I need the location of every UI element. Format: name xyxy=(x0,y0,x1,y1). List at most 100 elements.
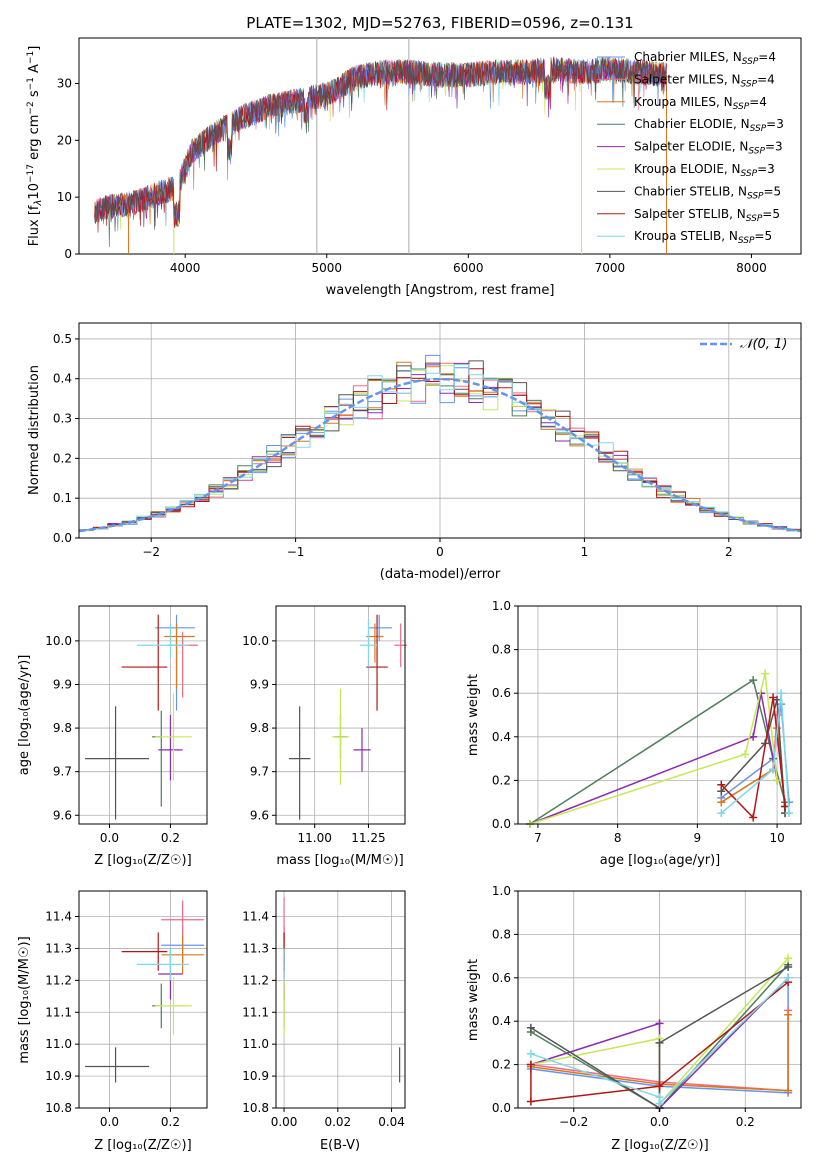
y-tick-label: 1.0 xyxy=(492,599,511,613)
mass-vs-ebv-panel: 0.00 0.02 0.04 10.8 10.9 11.0 11.1 11.2 11.3 11.4… xyxy=(242,890,406,1153)
weight-marker xyxy=(655,1082,664,1091)
spectrum-panel: 4000 5000 6000 7000 8000 0 10 20 30 Chabrier MIL… xyxy=(26,37,802,298)
residual-histogram-panel: −2 −1 0 1 2 0.0 0.1 0.2 0.3 0.4 0.5 𝒩(0, 1) (data-… xyxy=(27,322,802,582)
weight-line xyxy=(720,697,786,820)
y-tick-label: 10 xyxy=(57,190,72,204)
y-tick-label: 11.4 xyxy=(242,910,269,924)
y-tick-label: 0.2 xyxy=(492,1058,511,1072)
normal-reference-curve xyxy=(78,377,802,533)
y-tick-label: 20 xyxy=(57,133,72,147)
weight-vs-z-xlabel: Z [log₁₀(Z/Z☉)] xyxy=(611,1138,708,1153)
spectrum-lines xyxy=(94,56,668,254)
y-tick-label: 0.2 xyxy=(492,773,511,787)
legend-label: Chabrier ELODIE, NSSP=3 xyxy=(634,117,784,134)
y-tick-label: 10.9 xyxy=(242,1069,269,1083)
y-tick-label: 11.3 xyxy=(45,941,72,955)
x-tick-label: 0 xyxy=(436,545,444,559)
x-tick-label: 0.0 xyxy=(100,1115,119,1129)
weight-marker xyxy=(784,1086,793,1095)
legend-label: Kroupa MILES, NSSP=4 xyxy=(634,95,767,112)
age-vs-mass-panel: 11.00 11.25 9.6 9.7 9.8 9.9 10.0 mass [log₁₀(M… xyxy=(242,605,408,868)
spectrum-xlabel: wavelength [Angstrom, rest frame] xyxy=(326,283,555,298)
weight-marker xyxy=(526,1023,535,1032)
weight-vs-metallicity-panel: −0.2 0.0 0.2 0.0 0.2 0.4 0.6 0.8 1.0 Z [log₁₀(Z/… xyxy=(466,884,802,1153)
legend-label: Kroupa STELIB, NSSP=5 xyxy=(634,229,772,246)
x-tick-label: 6000 xyxy=(453,261,484,275)
weight-marker xyxy=(761,669,770,678)
y-tick-label: 9.9 xyxy=(53,677,72,691)
y-tick-label: 0.4 xyxy=(492,1014,511,1028)
weight-marker xyxy=(784,954,793,963)
y-tick-label: 9.8 xyxy=(53,721,72,735)
x-tick-label: 0.2 xyxy=(736,1115,755,1129)
x-tick-label: 9 xyxy=(694,831,702,845)
normal-legend-label: 𝒩(0, 1) xyxy=(740,337,787,352)
weight-vs-age-xlabel: age [log₁₀(age/yr)] xyxy=(600,853,721,868)
legend-label: Salpeter STELIB, NSSP=5 xyxy=(634,207,780,224)
weight-line xyxy=(720,693,790,814)
y-tick-label: 0.1 xyxy=(53,491,72,505)
weight-line xyxy=(529,693,778,825)
y-tick-label: 0.8 xyxy=(492,643,511,657)
y-tick-label: 10.9 xyxy=(45,1069,72,1083)
weight-marker xyxy=(749,676,758,685)
x-tick-label: 11.00 xyxy=(298,831,332,845)
weight-marker xyxy=(717,780,726,789)
spectrum-legend: Chabrier MILES, NSSP=4 Salpeter MILES, NS… xyxy=(597,50,784,246)
x-tick-label: 7000 xyxy=(595,261,626,275)
x-tick-label: 0.02 xyxy=(324,1115,351,1129)
x-tick-label: 0.0 xyxy=(650,1115,669,1129)
x-tick-label: 4000 xyxy=(170,261,201,275)
weight-marker xyxy=(784,1010,793,1019)
age-vs-z-ylabel: age [log₁₀(age/yr)] xyxy=(17,655,32,776)
x-tick-label: 2 xyxy=(725,545,733,559)
weight-marker xyxy=(749,813,758,822)
x-tick-label: 11.25 xyxy=(351,831,385,845)
weight-marker xyxy=(717,809,726,818)
y-tick-label: 0.4 xyxy=(492,730,511,744)
x-tick-label: 10 xyxy=(769,831,784,845)
spectrum-ylabel: Flux [fλ10−17 erg cm−2 s−1 A−1] xyxy=(26,46,44,247)
spectrum-line xyxy=(94,57,667,232)
x-tick-label: 5000 xyxy=(311,261,342,275)
mass-vs-z-xlabel: Z [log₁₀(Z/Z☉)] xyxy=(94,1138,191,1153)
mass-vs-ebv-xlabel: E(B-V) xyxy=(320,1138,360,1153)
y-tick-label: 0.3 xyxy=(53,412,72,426)
y-tick-label: 0 xyxy=(64,247,72,261)
histogram-axis-ticks: −2 −1 0 1 2 0.0 0.1 0.2 0.3 0.4 0.5 xyxy=(53,332,733,559)
weight-marker xyxy=(655,1019,664,1028)
weight-marker xyxy=(769,693,778,702)
y-tick-label: 0.5 xyxy=(53,332,72,346)
x-tick-label: 1 xyxy=(581,545,589,559)
histogram-legend: 𝒩(0, 1) xyxy=(700,337,787,352)
mass-vs-metallicity-panel: 0.0 0.2 10.8 10.9 11.0 11.1 11.2 11.3 11.4 Z [lo… xyxy=(17,890,208,1153)
weight-marker xyxy=(777,689,786,698)
weight-marker xyxy=(655,1038,664,1047)
weight-marker xyxy=(781,802,790,811)
weight-line xyxy=(530,966,789,1110)
x-tick-label: −1 xyxy=(287,545,305,559)
weight-marker xyxy=(741,750,750,759)
y-tick-label: 9.7 xyxy=(250,765,269,779)
x-tick-label: 0.2 xyxy=(161,1115,180,1129)
y-tick-label: 0.2 xyxy=(53,451,72,465)
x-tick-label: 8 xyxy=(614,831,622,845)
weight-marker xyxy=(526,1097,535,1106)
y-tick-label: 0.8 xyxy=(492,927,511,941)
y-tick-label: 10.8 xyxy=(45,1101,72,1115)
normal-curve xyxy=(78,377,802,533)
y-tick-label: 9.6 xyxy=(53,808,72,822)
weight-marker xyxy=(784,973,793,982)
weight-marker xyxy=(785,809,794,818)
y-tick-label: 9.9 xyxy=(250,677,269,691)
histogram-steps xyxy=(78,354,801,538)
weight-line xyxy=(530,981,789,1103)
weight-vs-age-panel: 7 8 9 10 0.0 0.2 0.4 0.6 0.8 1.0 age [log₁₀(age/y… xyxy=(466,599,802,868)
y-tick-label: 11.2 xyxy=(242,973,269,987)
y-tick-label: 11.3 xyxy=(242,941,269,955)
y-tick-label: 11.0 xyxy=(45,1037,72,1051)
y-tick-label: 11.1 xyxy=(45,1005,72,1019)
x-tick-label: 0.04 xyxy=(378,1115,405,1129)
weight-vs-z-ylabel: mass weight xyxy=(466,959,481,1041)
